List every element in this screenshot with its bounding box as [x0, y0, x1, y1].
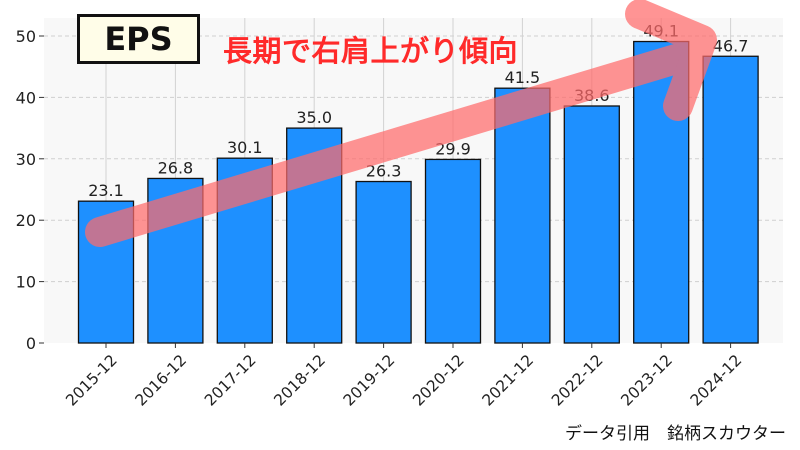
data-source-credit: データ引用 銘柄スカウター [565, 424, 786, 444]
y-tick-label: 0 [26, 334, 36, 353]
x-axis-tick-labels: 2015-12 2016-12 2017-12 2018-12 2019-12 2020-… [62, 343, 745, 410]
bar [355, 180, 412, 344]
bar-value-label: 35.0 [296, 108, 332, 127]
headline-annotation: 長期で右肩上がり傾向 [223, 34, 519, 68]
x-tick-label: 2024-12 [687, 351, 746, 410]
y-tick-label: 30 [16, 150, 36, 169]
bar [702, 55, 759, 344]
bar-value-label: 46.7 [713, 36, 749, 55]
bar-value-label: 26.8 [158, 158, 194, 177]
x-tick-label: 2019-12 [340, 351, 399, 410]
bar [494, 87, 551, 344]
trend-arrow-head [625, 0, 717, 121]
eps-badge-label: EPS [104, 20, 173, 58]
y-tick-label: 50 [16, 27, 36, 46]
bar-value-label: 41.5 [505, 68, 541, 87]
bar [563, 105, 620, 344]
trend-arrow [85, 0, 717, 247]
bar-value-label: 23.1 [88, 181, 124, 200]
x-tick-label: 2021-12 [479, 351, 538, 410]
bar-value-label: 30.1 [227, 138, 263, 157]
y-tick-label: 20 [16, 211, 36, 230]
x-tick-label: 2016-12 [132, 351, 191, 410]
y-tick-label: 10 [16, 273, 36, 292]
y-axis: 0 10 20 30 40 50 [16, 27, 44, 353]
trend-arrow-shaft [85, 44, 691, 247]
eps-badge: EPS [77, 14, 200, 64]
x-tick-label: 2023-12 [618, 351, 677, 410]
x-tick-label: 2020-12 [409, 351, 468, 410]
y-tick-label: 40 [16, 88, 36, 107]
x-tick-label: 2015-12 [62, 351, 121, 410]
trend-arrow-shape [85, 0, 717, 247]
bar [424, 158, 482, 344]
bar-value-label: 26.3 [366, 162, 402, 181]
x-tick-label: 2022-12 [548, 351, 607, 410]
x-tick-label: 2017-12 [201, 351, 260, 410]
x-tick-label: 2018-12 [271, 351, 330, 410]
